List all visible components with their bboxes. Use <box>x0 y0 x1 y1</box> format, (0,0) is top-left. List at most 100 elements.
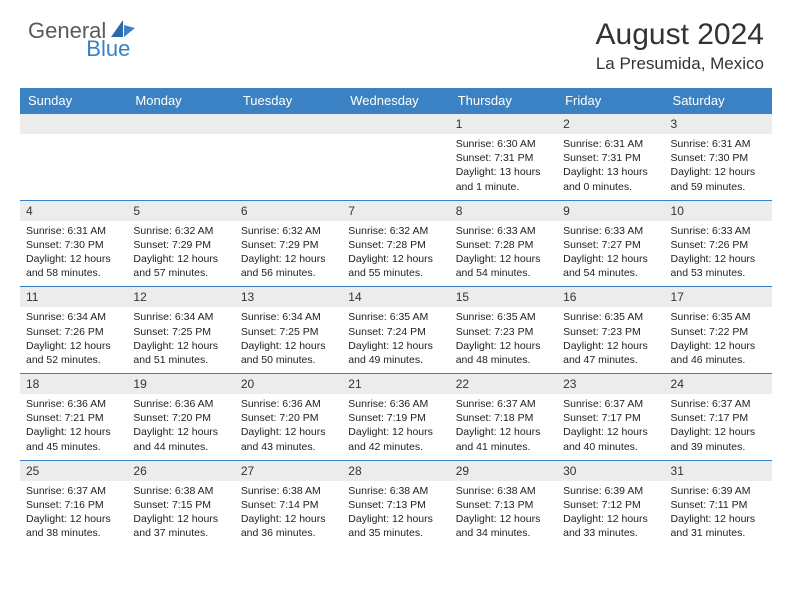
day-line: Sunrise: 6:30 AM <box>456 137 551 151</box>
calendar-cell <box>235 114 342 201</box>
calendar-cell: 1Sunrise: 6:30 AMSunset: 7:31 PMDaylight… <box>450 114 557 201</box>
calendar-cell: 10Sunrise: 6:33 AMSunset: 7:26 PMDayligh… <box>665 200 772 287</box>
calendar-cell: 4Sunrise: 6:31 AMSunset: 7:30 PMDaylight… <box>20 200 127 287</box>
day-body: Sunrise: 6:39 AMSunset: 7:11 PMDaylight:… <box>665 481 772 547</box>
day-number: 13 <box>235 287 342 307</box>
day-body <box>20 134 127 190</box>
calendar-week-row: 4Sunrise: 6:31 AMSunset: 7:30 PMDaylight… <box>20 200 772 287</box>
day-number: 31 <box>665 461 772 481</box>
day-line: and 40 minutes. <box>563 440 658 454</box>
day-line: Sunrise: 6:33 AM <box>671 224 766 238</box>
day-line: Sunset: 7:26 PM <box>671 238 766 252</box>
calendar-cell: 11Sunrise: 6:34 AMSunset: 7:26 PMDayligh… <box>20 287 127 374</box>
calendar-cell: 9Sunrise: 6:33 AMSunset: 7:27 PMDaylight… <box>557 200 664 287</box>
brand-text-blue: Blue <box>86 36 130 62</box>
day-number: 27 <box>235 461 342 481</box>
day-body: Sunrise: 6:32 AMSunset: 7:28 PMDaylight:… <box>342 221 449 287</box>
day-line: Sunrise: 6:31 AM <box>563 137 658 151</box>
calendar-body: 1Sunrise: 6:30 AMSunset: 7:31 PMDaylight… <box>20 114 772 547</box>
day-line: Sunset: 7:30 PM <box>671 151 766 165</box>
day-body: Sunrise: 6:37 AMSunset: 7:17 PMDaylight:… <box>557 394 664 460</box>
day-body: Sunrise: 6:37 AMSunset: 7:18 PMDaylight:… <box>450 394 557 460</box>
day-line: Sunrise: 6:35 AM <box>348 310 443 324</box>
day-line: Sunset: 7:26 PM <box>26 325 121 339</box>
day-number: 18 <box>20 374 127 394</box>
day-line: Daylight: 12 hours <box>133 425 228 439</box>
day-line: Daylight: 12 hours <box>26 425 121 439</box>
day-line: Daylight: 12 hours <box>241 252 336 266</box>
day-line: Sunrise: 6:32 AM <box>241 224 336 238</box>
day-line: and 46 minutes. <box>671 353 766 367</box>
day-line: Sunset: 7:28 PM <box>456 238 551 252</box>
day-number <box>235 114 342 134</box>
day-line: and 33 minutes. <box>563 526 658 540</box>
day-line: Daylight: 12 hours <box>133 512 228 526</box>
day-body: Sunrise: 6:33 AMSunset: 7:28 PMDaylight:… <box>450 221 557 287</box>
day-body: Sunrise: 6:31 AMSunset: 7:30 PMDaylight:… <box>20 221 127 287</box>
day-header: Sunday <box>20 88 127 114</box>
day-line: Daylight: 12 hours <box>671 339 766 353</box>
brand-logo: General Blue <box>28 18 184 44</box>
day-line: Sunset: 7:20 PM <box>241 411 336 425</box>
day-number: 6 <box>235 201 342 221</box>
day-line: Sunrise: 6:38 AM <box>348 484 443 498</box>
day-body: Sunrise: 6:39 AMSunset: 7:12 PMDaylight:… <box>557 481 664 547</box>
calendar-cell: 15Sunrise: 6:35 AMSunset: 7:23 PMDayligh… <box>450 287 557 374</box>
day-header: Thursday <box>450 88 557 114</box>
day-line: Sunrise: 6:31 AM <box>671 137 766 151</box>
day-line: and 53 minutes. <box>671 266 766 280</box>
day-number <box>342 114 449 134</box>
calendar-cell: 22Sunrise: 6:37 AMSunset: 7:18 PMDayligh… <box>450 374 557 461</box>
day-number: 9 <box>557 201 664 221</box>
day-number: 22 <box>450 374 557 394</box>
day-line: Sunset: 7:23 PM <box>456 325 551 339</box>
day-line: Sunset: 7:29 PM <box>241 238 336 252</box>
calendar-cell: 24Sunrise: 6:37 AMSunset: 7:17 PMDayligh… <box>665 374 772 461</box>
calendar-cell: 18Sunrise: 6:36 AMSunset: 7:21 PMDayligh… <box>20 374 127 461</box>
day-header: Wednesday <box>342 88 449 114</box>
day-line: Sunrise: 6:37 AM <box>563 397 658 411</box>
calendar-cell: 21Sunrise: 6:36 AMSunset: 7:19 PMDayligh… <box>342 374 449 461</box>
day-line: and 47 minutes. <box>563 353 658 367</box>
day-line: Sunrise: 6:33 AM <box>456 224 551 238</box>
day-line: Sunrise: 6:36 AM <box>348 397 443 411</box>
day-line: Daylight: 12 hours <box>671 252 766 266</box>
day-line: and 51 minutes. <box>133 353 228 367</box>
day-line: Daylight: 12 hours <box>348 339 443 353</box>
calendar-cell: 2Sunrise: 6:31 AMSunset: 7:31 PMDaylight… <box>557 114 664 201</box>
day-number: 15 <box>450 287 557 307</box>
day-body: Sunrise: 6:35 AMSunset: 7:23 PMDaylight:… <box>450 307 557 373</box>
day-line: Sunrise: 6:32 AM <box>133 224 228 238</box>
day-line: Sunset: 7:13 PM <box>348 498 443 512</box>
day-line: Sunset: 7:13 PM <box>456 498 551 512</box>
day-line: and 52 minutes. <box>26 353 121 367</box>
day-body <box>235 134 342 190</box>
calendar-week-row: 25Sunrise: 6:37 AMSunset: 7:16 PMDayligh… <box>20 460 772 546</box>
day-line: Sunrise: 6:36 AM <box>241 397 336 411</box>
day-line: Sunset: 7:25 PM <box>241 325 336 339</box>
day-body: Sunrise: 6:32 AMSunset: 7:29 PMDaylight:… <box>235 221 342 287</box>
day-line: Daylight: 13 hours <box>456 165 551 179</box>
day-line: and 34 minutes. <box>456 526 551 540</box>
calendar-week-row: 11Sunrise: 6:34 AMSunset: 7:26 PMDayligh… <box>20 287 772 374</box>
day-number: 25 <box>20 461 127 481</box>
day-body: Sunrise: 6:38 AMSunset: 7:15 PMDaylight:… <box>127 481 234 547</box>
day-line: and 58 minutes. <box>26 266 121 280</box>
day-line: Sunrise: 6:35 AM <box>563 310 658 324</box>
day-body: Sunrise: 6:36 AMSunset: 7:20 PMDaylight:… <box>127 394 234 460</box>
day-line: and 38 minutes. <box>26 526 121 540</box>
day-line: Sunrise: 6:37 AM <box>671 397 766 411</box>
day-line: Sunrise: 6:38 AM <box>241 484 336 498</box>
day-number <box>127 114 234 134</box>
day-body <box>127 134 234 190</box>
calendar-cell: 19Sunrise: 6:36 AMSunset: 7:20 PMDayligh… <box>127 374 234 461</box>
day-line: Sunset: 7:21 PM <box>26 411 121 425</box>
day-line: Sunset: 7:22 PM <box>671 325 766 339</box>
day-body: Sunrise: 6:38 AMSunset: 7:13 PMDaylight:… <box>450 481 557 547</box>
day-line: Sunrise: 6:31 AM <box>26 224 121 238</box>
calendar-cell <box>20 114 127 201</box>
day-line: and 45 minutes. <box>26 440 121 454</box>
day-line: Sunset: 7:17 PM <box>563 411 658 425</box>
day-body <box>342 134 449 190</box>
calendar-cell: 20Sunrise: 6:36 AMSunset: 7:20 PMDayligh… <box>235 374 342 461</box>
